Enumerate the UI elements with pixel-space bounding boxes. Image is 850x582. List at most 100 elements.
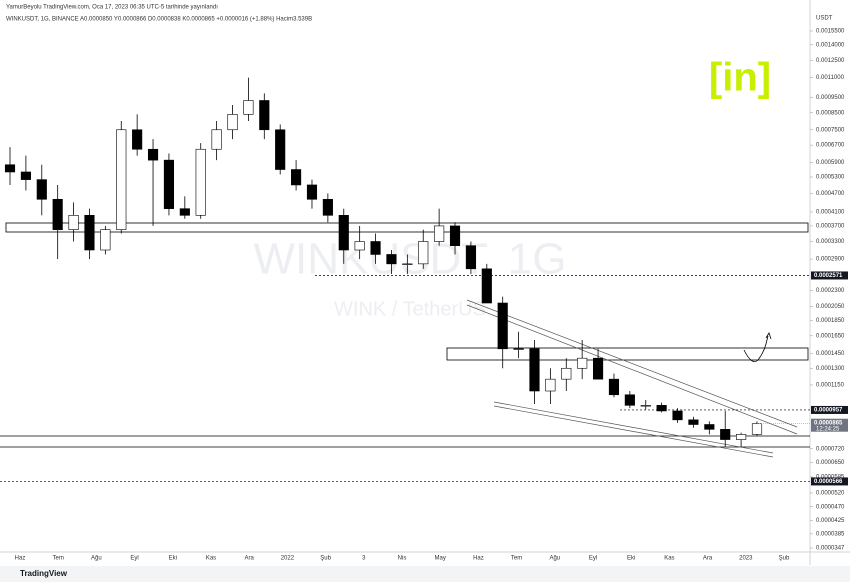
candle-body bbox=[592, 357, 604, 380]
candle-body bbox=[100, 229, 111, 251]
candle-body bbox=[720, 429, 731, 440]
published-line: YamurBeyolu TradingView.com, Oca 17, 202… bbox=[6, 5, 218, 11]
y-tick-label: 0.0005900 bbox=[816, 160, 845, 166]
candle-body bbox=[243, 100, 254, 115]
candle-body bbox=[672, 410, 683, 421]
y-tick-label: 0.0001450 bbox=[816, 351, 845, 357]
wedge-line bbox=[466, 304, 798, 435]
y-tick-label: 0.0001850 bbox=[816, 318, 845, 324]
wedge-line bbox=[493, 405, 774, 458]
y-tick-label: 0.0004100 bbox=[816, 210, 845, 216]
logo: [in] bbox=[709, 56, 771, 100]
candle-body bbox=[449, 225, 461, 246]
candle-body bbox=[338, 215, 349, 251]
candle-body bbox=[434, 225, 445, 242]
countdown-label: 12:24:25 bbox=[816, 426, 840, 432]
candle-body bbox=[704, 424, 715, 430]
watermark-sub: WINK / TetherUS bbox=[334, 298, 486, 320]
x-tick-label: 2022 bbox=[281, 556, 295, 562]
candle-body bbox=[147, 148, 159, 161]
price-badge bbox=[811, 405, 848, 414]
price-badge-label: 0.0002571 bbox=[814, 273, 843, 279]
candle-body bbox=[418, 241, 429, 265]
x-tick-label: Nis bbox=[398, 556, 407, 562]
x-tick-label: Tem bbox=[53, 556, 64, 562]
y-tick-label: 0.0000347 bbox=[816, 546, 845, 552]
wedge-line bbox=[493, 401, 774, 454]
price-badge bbox=[811, 477, 848, 486]
candle-body bbox=[259, 100, 270, 131]
candle-body bbox=[4, 164, 16, 173]
candle-body bbox=[36, 179, 47, 200]
y-tick-label: 0.0012500 bbox=[816, 58, 845, 64]
candle-body bbox=[736, 434, 747, 440]
y-tick-label: 0.0007500 bbox=[816, 127, 845, 133]
candle-body bbox=[163, 159, 175, 209]
x-tick-label: Ağu bbox=[91, 556, 102, 562]
candle-body bbox=[195, 148, 206, 216]
candle-body bbox=[227, 114, 238, 131]
price-badge-label: 0.0000957 bbox=[814, 408, 843, 414]
y-tick-label: 0.0001150 bbox=[816, 383, 845, 389]
arrow-head bbox=[765, 332, 772, 340]
wedge-line bbox=[466, 299, 798, 428]
y-tick-label: 0.0002050 bbox=[816, 304, 845, 310]
x-tick-label: Ara bbox=[703, 556, 713, 562]
x-tick-label: Eki bbox=[169, 556, 177, 562]
candle-body bbox=[370, 241, 381, 255]
x-tick-label: Kas bbox=[206, 556, 216, 562]
y-tick-label: 0.0011000 bbox=[816, 75, 845, 81]
x-tick-label: Eki bbox=[627, 556, 635, 562]
candle-body bbox=[497, 302, 508, 350]
candle-body bbox=[529, 348, 540, 392]
candle-body bbox=[132, 129, 143, 150]
x-tick-label: Ara bbox=[245, 556, 255, 562]
last-price-label: 0.0000865 bbox=[814, 420, 843, 426]
y-tick-label: 0.0014000 bbox=[816, 42, 845, 48]
x-tick-label: Şub bbox=[779, 556, 790, 562]
y-tick-label: 0.0004700 bbox=[816, 191, 845, 197]
zone bbox=[446, 347, 809, 361]
x-tick-label: Kas bbox=[664, 556, 674, 562]
candle-body bbox=[545, 378, 556, 392]
y-tick-label: 0.0000520 bbox=[816, 491, 845, 497]
candle-body bbox=[751, 423, 763, 435]
watermark: WINKUSDT, 1G bbox=[254, 235, 567, 284]
candle-body bbox=[656, 405, 667, 412]
footer-bar bbox=[0, 566, 850, 582]
x-tick-label: 3 bbox=[362, 556, 366, 562]
y-tick-label: 0.0003700 bbox=[816, 224, 845, 230]
x-tick-label: Haz bbox=[473, 556, 484, 562]
y-tick-label: 0.0001650 bbox=[816, 333, 845, 339]
candle-body bbox=[20, 171, 31, 180]
candle-body bbox=[624, 394, 635, 406]
last-price-badge bbox=[811, 418, 848, 432]
x-tick-label: Şub bbox=[320, 556, 331, 562]
price-badge bbox=[811, 271, 848, 280]
candle-body bbox=[68, 215, 79, 230]
forecast-arrow bbox=[743, 335, 769, 363]
x-tick-label: Eyl bbox=[589, 556, 597, 562]
candle-body bbox=[561, 367, 572, 380]
candle-body bbox=[577, 357, 588, 369]
candle-body bbox=[52, 198, 63, 230]
axis-unit: USDT bbox=[816, 16, 833, 22]
symbol-line: WINKUSDT, 1G, BINANCE A0.0000850 Y0.0000… bbox=[6, 17, 312, 23]
y-tick-label: 0.0000425 bbox=[816, 518, 845, 524]
price-badge-label: 0.0000566 bbox=[814, 479, 843, 485]
candle-body bbox=[513, 348, 524, 350]
y-tick-label: 0.0000385 bbox=[816, 531, 845, 537]
y-tick-label: 0.0000470 bbox=[816, 504, 845, 510]
candle-body bbox=[608, 378, 620, 396]
x-tick-label: 2023 bbox=[739, 556, 753, 562]
y-tick-label: 0.0003300 bbox=[816, 239, 845, 245]
x-tick-label: Tem bbox=[511, 556, 522, 562]
candle-body bbox=[481, 268, 492, 304]
candle-body bbox=[275, 129, 286, 170]
candle-body bbox=[116, 129, 127, 230]
candle-body bbox=[640, 405, 651, 407]
candle-body bbox=[179, 208, 190, 216]
candle-body bbox=[322, 198, 333, 216]
candle-body bbox=[465, 245, 476, 270]
